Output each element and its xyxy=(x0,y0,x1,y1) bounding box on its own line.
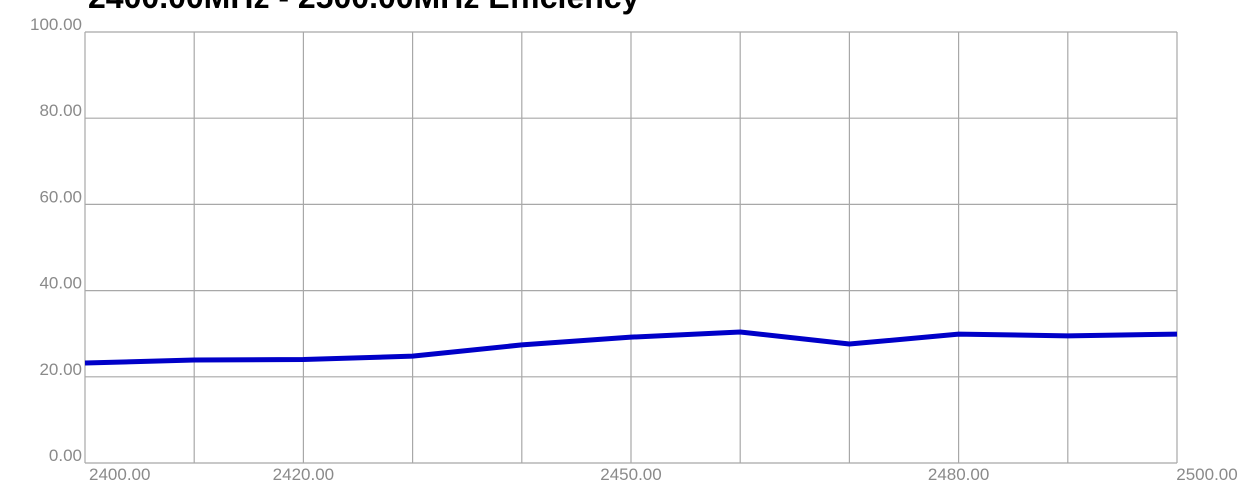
x-tick-label: 2480.00 xyxy=(928,465,989,484)
x-tick-label: 2400.00 xyxy=(89,465,150,484)
y-tick-label: 100.00 xyxy=(30,15,82,34)
y-tick-label: 60.00 xyxy=(39,187,82,206)
y-tick-label: 80.00 xyxy=(39,101,82,120)
chart-title: 2400.00MHz - 2500.00MHz Efficiency xyxy=(88,0,640,15)
y-tick-label: 40.00 xyxy=(39,274,82,293)
x-tick-label: 2420.00 xyxy=(273,465,334,484)
data-line xyxy=(84,329,1178,366)
y-tick-label: 0.00 xyxy=(49,446,82,465)
x-tick-label: 2450.00 xyxy=(600,465,661,484)
y-tick-label: 20.00 xyxy=(39,360,82,379)
x-tick-label: 2500.00 xyxy=(1176,465,1237,484)
